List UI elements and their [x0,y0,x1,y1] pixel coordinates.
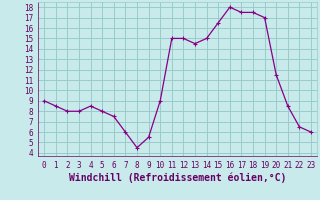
X-axis label: Windchill (Refroidissement éolien,°C): Windchill (Refroidissement éolien,°C) [69,173,286,183]
